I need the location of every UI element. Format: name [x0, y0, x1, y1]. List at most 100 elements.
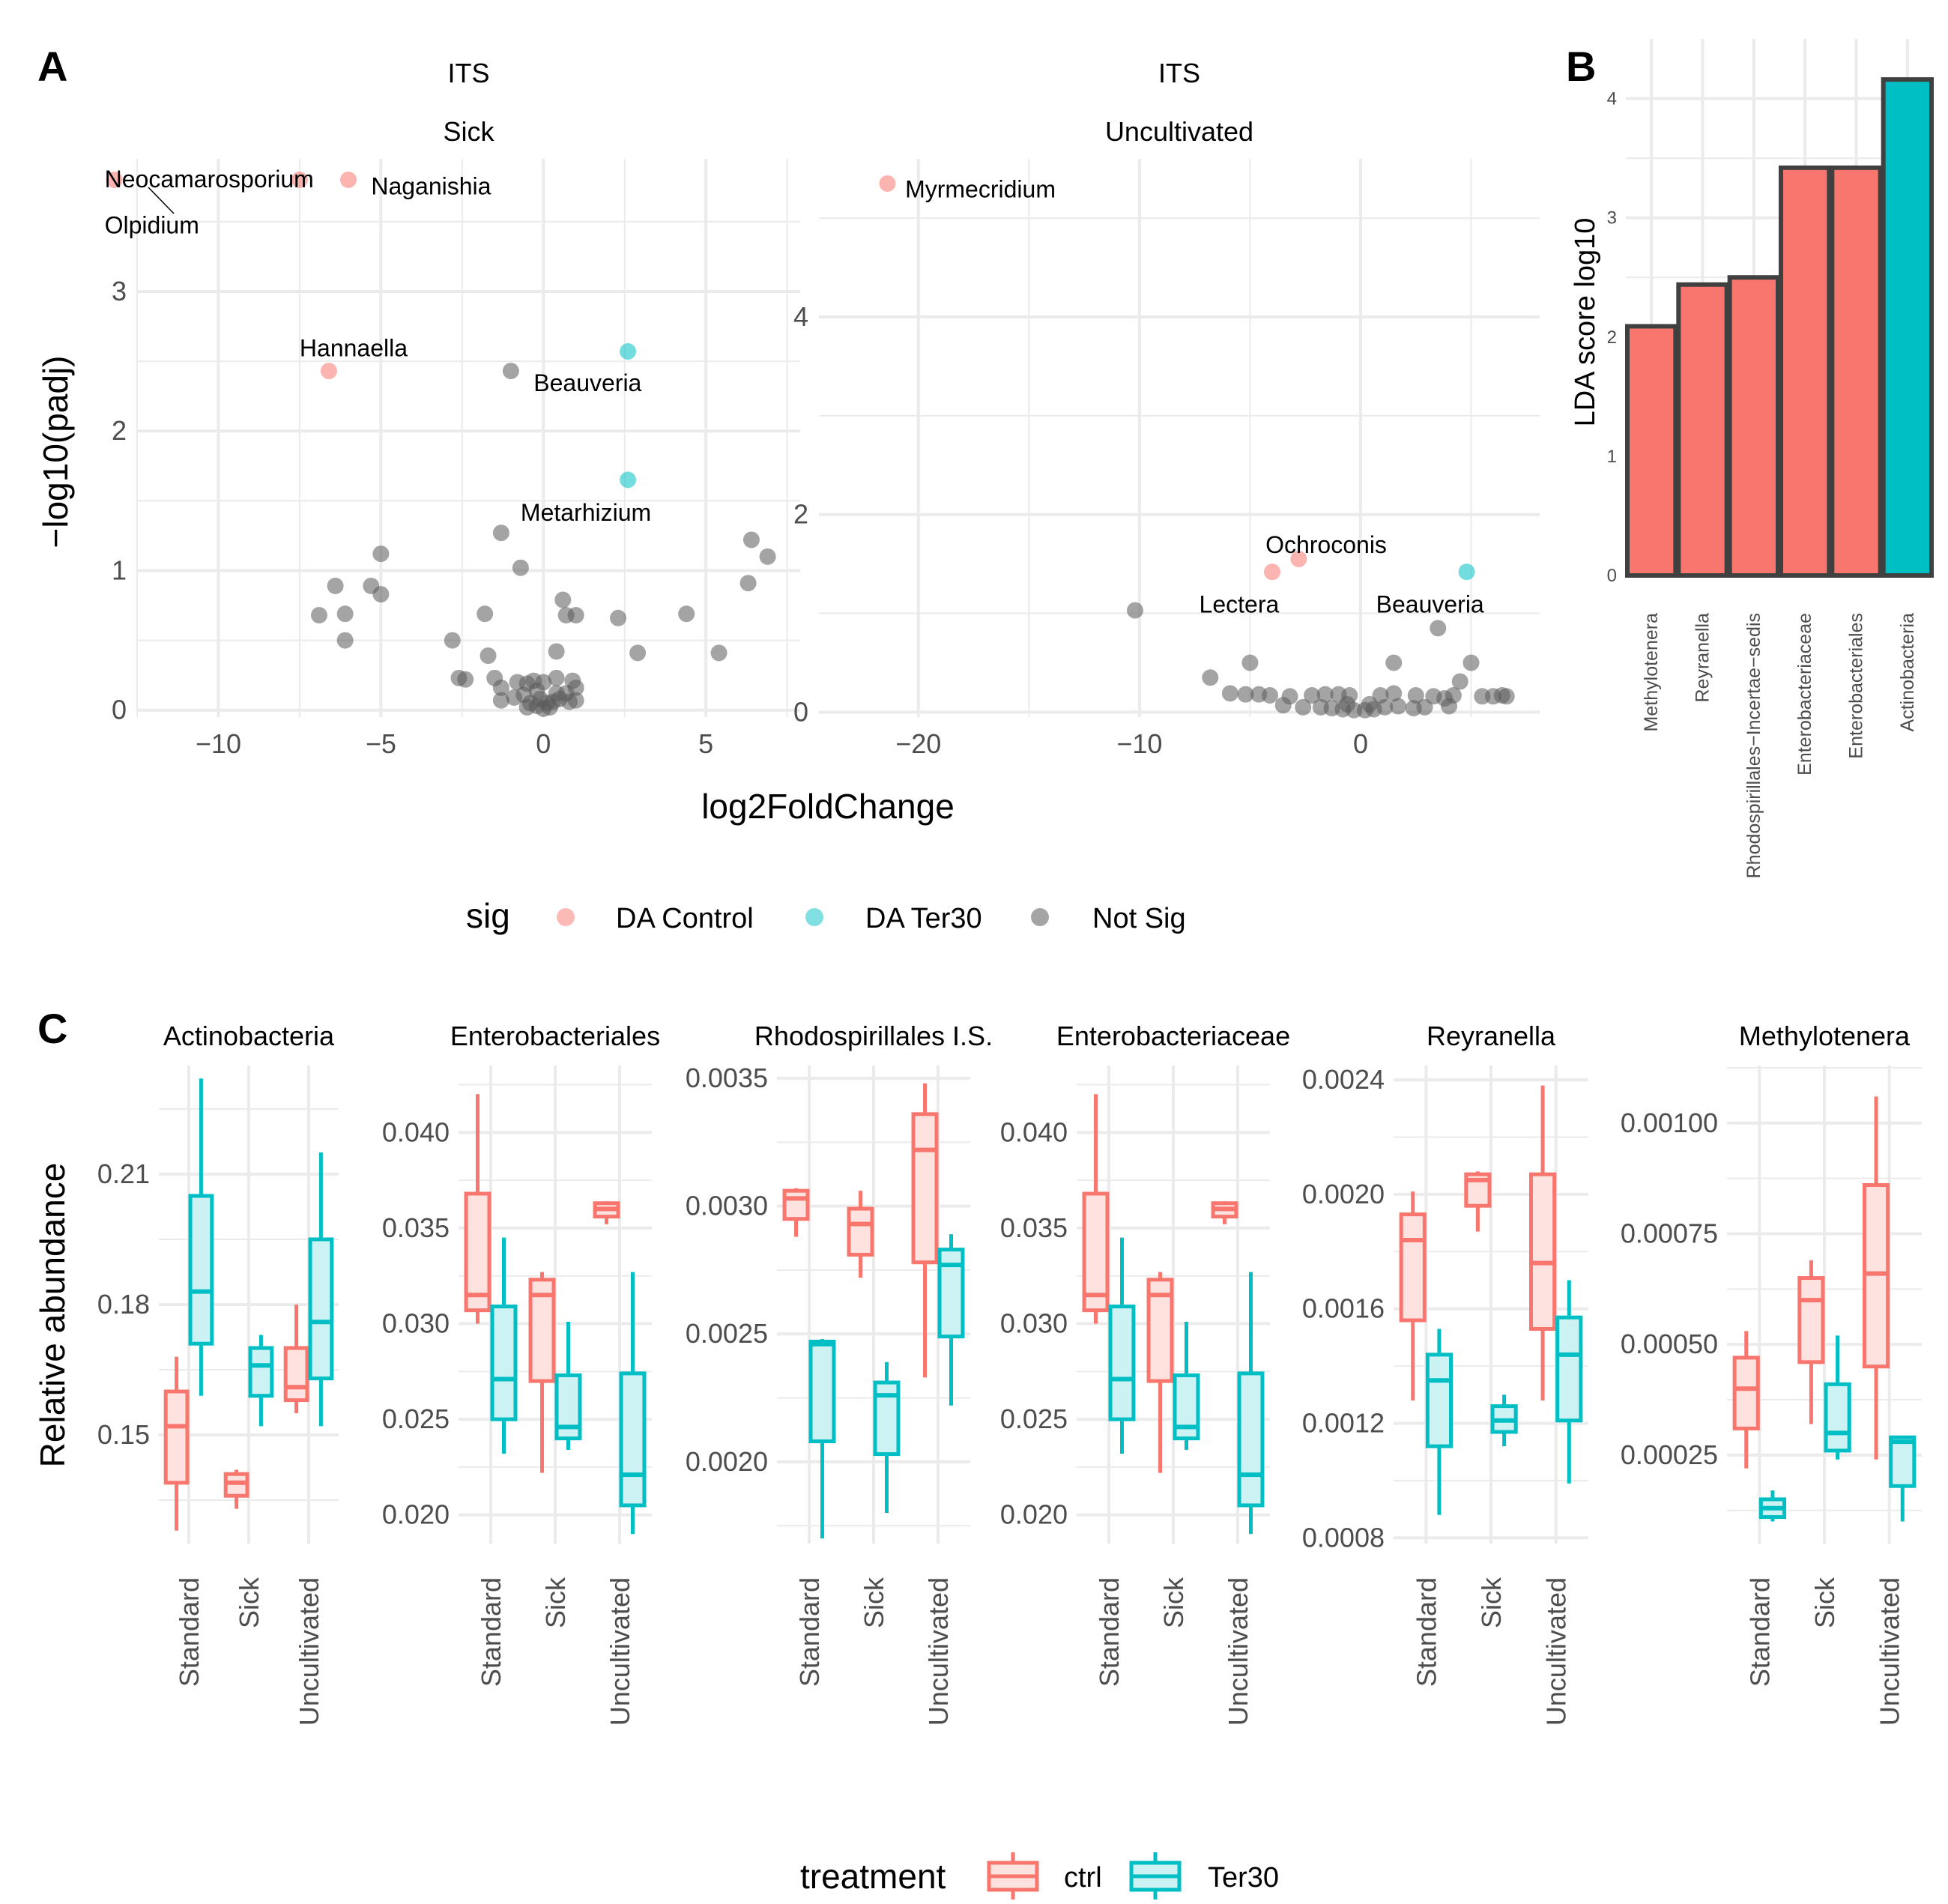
point-not-sig — [477, 605, 494, 623]
point-not-sig — [1361, 695, 1378, 713]
y-tick-label: 0.025 — [1000, 1403, 1068, 1434]
box-ter30 — [1758, 1490, 1787, 1522]
point-not-sig — [1221, 685, 1238, 702]
point-not-sig — [336, 605, 354, 623]
point-not-sig — [310, 607, 327, 624]
y-tick-label: 0.025 — [382, 1403, 450, 1434]
box-body — [308, 1237, 334, 1381]
box-body — [1237, 1371, 1265, 1508]
point-da-control — [106, 171, 123, 188]
point-not-sig — [629, 644, 647, 662]
x-tick-label: Sick — [1158, 1577, 1189, 1628]
volcano-plot-sick: −10 −5 0 5 0 1 2 3 ITS Sick Neocamarosporium Nagani… — [105, 58, 800, 759]
sig-legend-title: sig — [466, 896, 510, 935]
x-tick-label: Actinobacteria — [1897, 613, 1918, 732]
volcano-plot-uncultivated: −20 −10 0 0 2 4 ITS Uncultivated Myrmecridium Och… — [793, 58, 1540, 759]
box-ter30 — [490, 1237, 518, 1454]
point-label: Olpidium — [105, 212, 199, 239]
point-not-sig — [541, 698, 558, 716]
y-tick-label: 0.0025 — [686, 1318, 768, 1349]
box-ctrl — [528, 1272, 556, 1473]
point-not-sig — [1316, 686, 1334, 703]
y-tick-label: 0 — [793, 696, 808, 727]
point-not-sig — [610, 609, 627, 626]
x-tick-label: Standard — [1744, 1577, 1775, 1687]
box-ctrl — [593, 1201, 620, 1224]
x-tick-label: Uncultivated — [294, 1577, 324, 1726]
panel-title: Reyranella — [1427, 1021, 1556, 1051]
x-tick-label: Reyranella — [1693, 613, 1713, 703]
y-tick-label: 0.0024 — [1302, 1064, 1385, 1095]
point-not-sig — [492, 692, 509, 709]
legend-dot-da-ter30 — [805, 908, 823, 926]
legend-dot-da-control — [557, 908, 575, 926]
box-ter30 — [1108, 1237, 1136, 1454]
x-tick-label: Sick — [540, 1577, 571, 1628]
x-tick-label: Standard — [174, 1577, 205, 1687]
box-ter30 — [1889, 1435, 1917, 1522]
point-not-sig — [1385, 685, 1403, 702]
point-not-sig — [759, 548, 776, 565]
y-tick-label: 0.020 — [382, 1499, 450, 1530]
x-tick-label: Standard — [1094, 1577, 1125, 1687]
y-tick-label: 0.0020 — [1302, 1179, 1385, 1209]
x-tick-label: 5 — [698, 728, 713, 759]
box-body — [1082, 1191, 1110, 1313]
y-tick-label: 0.21 — [97, 1158, 150, 1189]
b-y-axis-title: LDA score log10 — [1570, 218, 1601, 427]
y-tick-label: 0.030 — [1000, 1308, 1068, 1339]
lda-bar-chart: 0 1 2 3 4 Methylotenera Reyranella Rhodospirill… — [1607, 39, 1935, 878]
point-da-control — [1290, 551, 1307, 568]
box-ctrl — [1732, 1331, 1760, 1469]
x-tick-label: Standard — [476, 1577, 506, 1687]
point-not-sig — [1202, 669, 1219, 686]
point-not-sig — [372, 545, 390, 563]
box-ctrl — [464, 1094, 491, 1324]
x-tick-label: Uncultivated — [1875, 1577, 1905, 1726]
box-ctrl — [163, 1356, 190, 1531]
x-tick-label: Uncultivated — [923, 1577, 954, 1726]
point-da-control — [879, 175, 896, 192]
box-body — [1732, 1356, 1760, 1430]
box-body — [1889, 1435, 1917, 1488]
panel-letter-a: A — [37, 43, 67, 90]
y-tick-label: 0.035 — [1000, 1212, 1068, 1243]
y-tick-label: 0.0012 — [1302, 1408, 1385, 1439]
point-da-ter30 — [620, 343, 637, 360]
point-not-sig — [327, 577, 344, 594]
point-not-sig — [678, 605, 695, 623]
strip-label-top: ITS — [447, 58, 489, 88]
x-tick-label: Sick — [1809, 1577, 1840, 1628]
point-label: Ochroconis — [1265, 531, 1387, 558]
y-tick-label: 4 — [793, 301, 808, 332]
point-not-sig — [1498, 688, 1515, 705]
point-da-ter30 — [620, 471, 637, 489]
bar — [1779, 165, 1832, 578]
point-not-sig — [567, 607, 584, 624]
point-not-sig — [548, 643, 565, 660]
y-tick-label: 0 — [112, 695, 127, 725]
boxplot-panel: 0.020 0.025 0.030 0.035 0.040 Standard Sick Unc… — [1000, 1021, 1290, 1726]
legend-key-ctrl — [987, 1852, 1039, 1900]
bar — [1625, 324, 1678, 578]
y-tick-label: 0.15 — [97, 1419, 150, 1450]
x-tick-label: Standard — [794, 1577, 825, 1687]
box-ctrl — [283, 1305, 309, 1413]
box-body — [163, 1389, 190, 1485]
box-ter30 — [873, 1361, 901, 1514]
legend-dot-not-sig — [1031, 908, 1049, 926]
box-ter30 — [1173, 1321, 1200, 1450]
point-not-sig — [1407, 686, 1424, 704]
treatment-legend: treatment ctrl Ter30 — [800, 1852, 1279, 1900]
x-tick-label: 0 — [1353, 728, 1368, 759]
point-label: Lectera — [1200, 590, 1280, 617]
x-tick-label: Enterobacteriales — [1846, 613, 1867, 759]
box-ter30 — [1824, 1335, 1851, 1460]
point-not-sig — [1441, 698, 1458, 715]
bar — [1727, 275, 1781, 578]
panel-letter-b: B — [1566, 43, 1596, 90]
y-tick-label: 0.040 — [382, 1116, 450, 1147]
y-tick-label: 1 — [1607, 447, 1617, 467]
box-ter30 — [1555, 1280, 1583, 1484]
box-ter30 — [808, 1339, 836, 1539]
